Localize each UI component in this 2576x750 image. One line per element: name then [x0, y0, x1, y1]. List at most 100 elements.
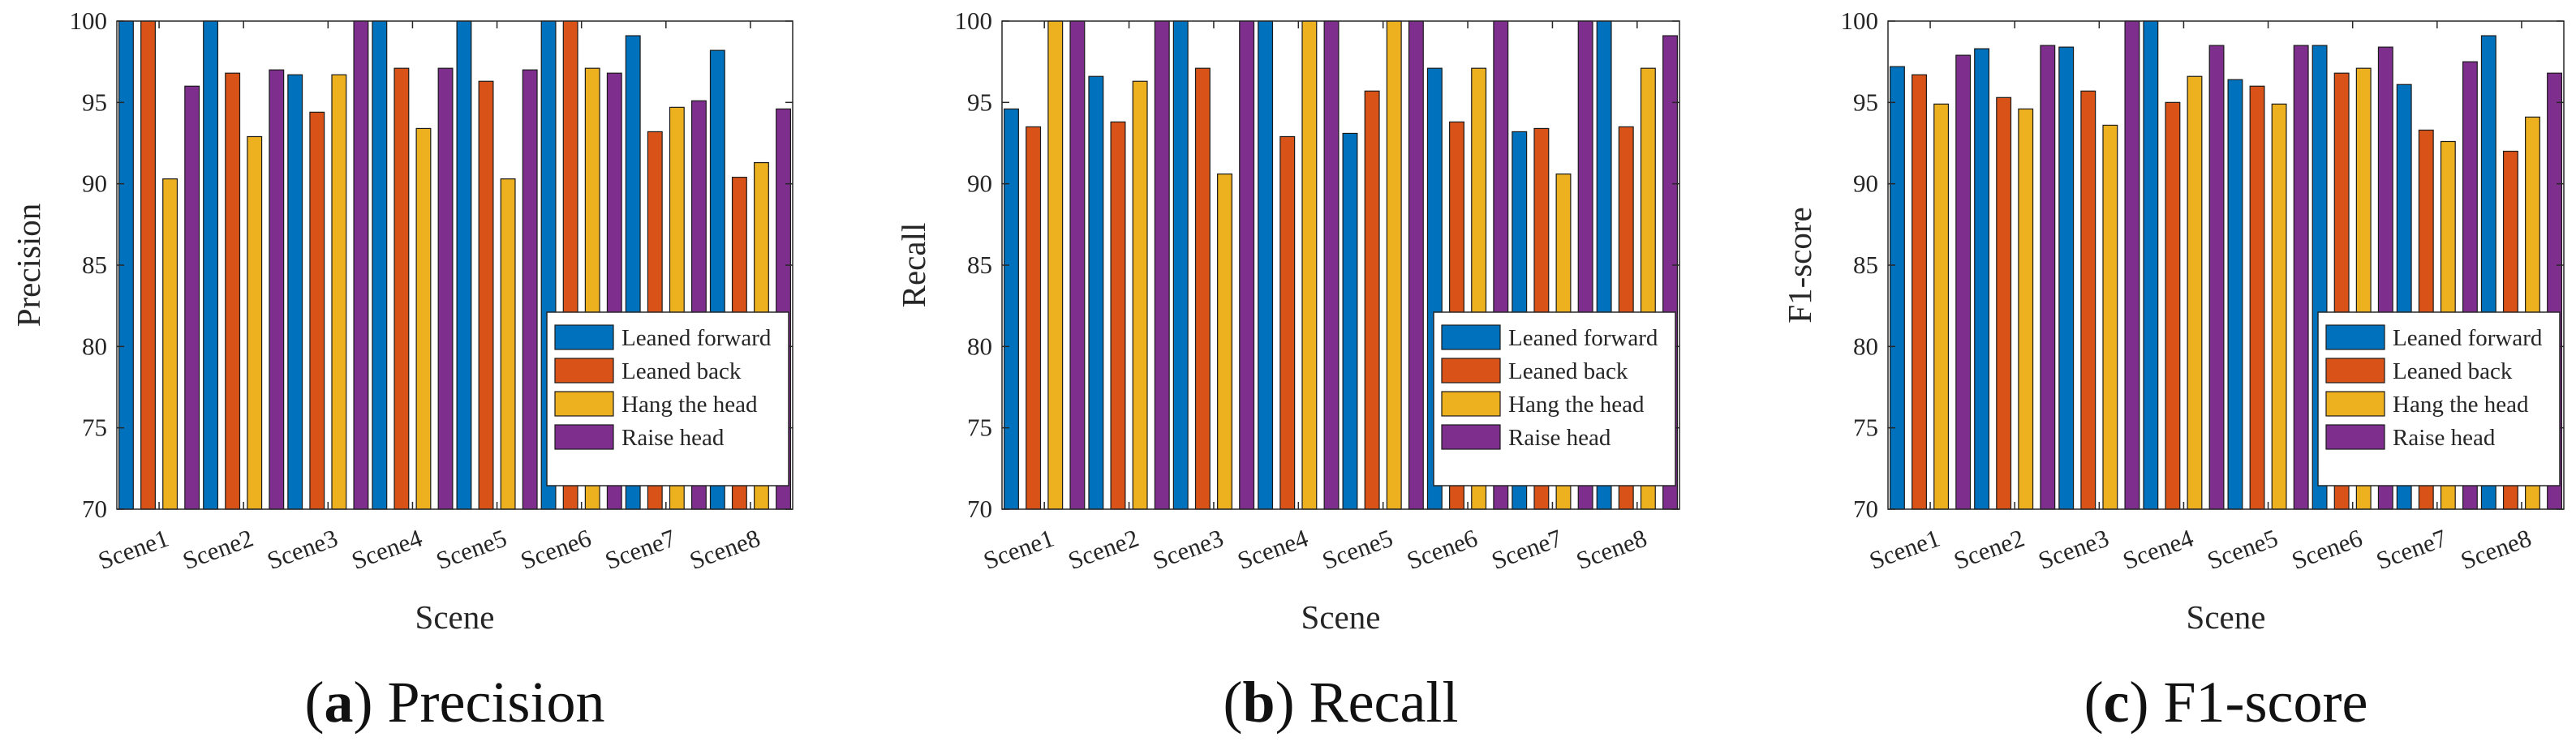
bar-c-series2-Scene4: [2165, 101, 2181, 510]
bar-b-series1-Scene5: [1342, 132, 1358, 510]
y-tick-label: 80: [82, 332, 107, 360]
bar-c-series1-Scene1: [1890, 66, 1905, 510]
bar-a-series4-Scene3: [353, 20, 369, 510]
bar-b-series4-Scene3: [1239, 20, 1255, 510]
y-tick-label: 95: [82, 88, 107, 116]
y-tick-label: 70: [1853, 495, 1878, 523]
bar-a-series2-Scene2: [225, 72, 241, 510]
legend-swatch-3: [1441, 391, 1501, 417]
bar-a-series3-Scene1: [162, 178, 178, 510]
bar-b-series2-Scene1: [1026, 126, 1042, 510]
bar-a-series2-Scene3: [309, 111, 325, 510]
y-tick-label: 95: [1853, 88, 1878, 116]
y-tick-label: 75: [967, 414, 992, 442]
legend-label-2: Leaned back: [2393, 358, 2513, 384]
bar-b-series4-Scene2: [1154, 20, 1170, 510]
bar-b-series2-Scene3: [1194, 67, 1211, 510]
bar-b-series3-Scene2: [1132, 80, 1148, 510]
bar-a-series1-Scene3: [287, 74, 303, 510]
legend-label-4: Raise head: [2393, 425, 2496, 451]
bar-b-series3-Scene5: [1386, 20, 1402, 510]
y-tick-label: 90: [82, 169, 107, 198]
bar-c-series1-Scene2: [1974, 48, 1990, 510]
legend-swatch-4: [554, 424, 614, 450]
bar-c-series4-Scene3: [2124, 20, 2140, 510]
legend-swatch-1: [2325, 324, 2385, 350]
legend: Leaned forward Leaned back Hang the head Ra…: [2317, 311, 2561, 486]
bar-c-series2-Scene2: [1996, 96, 2012, 510]
bar-a-series2-Scene1: [140, 20, 156, 510]
bar-c-series2-Scene5: [2249, 85, 2265, 510]
bar-c-series1-Scene5: [2227, 79, 2243, 510]
bar-a-series3-Scene5: [500, 178, 516, 510]
legend-label-2: Leaned back: [1508, 358, 1628, 384]
bar-a-series4-Scene1: [184, 85, 200, 510]
x-axis-label: Scene: [1301, 598, 1381, 636]
bar-b-series1-Scene2: [1088, 75, 1104, 510]
bar-b-series4-Scene1: [1069, 20, 1086, 510]
legend-swatch-2: [1441, 358, 1501, 384]
bar-c-series3-Scene2: [2018, 108, 2034, 510]
legend-swatch-2: [554, 358, 614, 384]
bar-c-series4-Scene2: [2040, 45, 2056, 510]
y-tick-label: 100: [70, 6, 108, 35]
y-axis-label: F1-score: [1781, 207, 1818, 323]
bar-a-series4-Scene2: [269, 69, 285, 510]
bar-c-series3-Scene5: [2271, 103, 2287, 510]
bar-c-series2-Scene3: [2080, 90, 2096, 510]
bar-c-series3-Scene1: [1933, 103, 1950, 510]
y-tick-label: 85: [82, 251, 107, 279]
bar-b-series2-Scene5: [1364, 90, 1380, 510]
legend: Leaned forward Leaned back Hang the head Ra…: [1433, 311, 1676, 486]
legend-label-1: Leaned forward: [2393, 325, 2543, 351]
bar-c-series4-Scene5: [2293, 45, 2309, 510]
bar-c-series1-Scene3: [2058, 46, 2075, 510]
bar-a-series2-Scene4: [393, 67, 410, 510]
bar-b-series3-Scene3: [1217, 174, 1232, 510]
y-axis-label: Precision: [10, 204, 47, 328]
caption: (b) Recall: [1223, 670, 1459, 735]
legend-swatch-1: [1441, 324, 1501, 350]
bar-b-series1-Scene4: [1258, 20, 1274, 510]
bar-b-series4-Scene4: [1323, 20, 1340, 510]
legend-label-3: Hang the head: [621, 392, 758, 418]
bar-a-series1-Scene2: [203, 20, 219, 510]
bar-a-series4-Scene4: [437, 67, 454, 510]
x-axis-label: Scene: [2187, 598, 2266, 636]
legend-swatch-3: [554, 391, 614, 417]
legend: Leaned forward Leaned back Hang the head Ra…: [546, 311, 789, 486]
bar-a-series4-Scene5: [522, 69, 538, 510]
bar-a-series1-Scene5: [456, 20, 472, 510]
y-tick-label: 80: [1853, 332, 1878, 360]
x-axis-label: Scene: [415, 598, 495, 636]
bar-a-series3-Scene4: [415, 127, 432, 510]
y-axis-label: Recall: [895, 223, 932, 308]
legend-swatch-3: [2325, 391, 2385, 417]
caption: (a) Precision: [305, 670, 605, 735]
legend-swatch-2: [2325, 358, 2385, 384]
legend-label-1: Leaned forward: [621, 325, 772, 351]
bar-b-series2-Scene4: [1279, 135, 1296, 510]
bar-b-series3-Scene1: [1047, 20, 1064, 510]
bar-c-series4-Scene1: [1955, 54, 1972, 510]
legend-label-4: Raise head: [621, 425, 725, 451]
bar-a-series2-Scene5: [478, 80, 494, 510]
bar-b-series4-Scene5: [1408, 20, 1424, 510]
y-tick-label: 75: [1853, 414, 1878, 442]
y-tick-label: 100: [1841, 6, 1879, 35]
legend-label-1: Leaned forward: [1508, 325, 1658, 351]
legend-label-4: Raise head: [1508, 425, 1611, 451]
y-tick-label: 90: [967, 169, 992, 198]
bar-a-series1-Scene4: [372, 20, 388, 510]
y-tick-label: 85: [1853, 251, 1878, 279]
legend-label-3: Hang the head: [1508, 392, 1645, 418]
legend-swatch-4: [1441, 424, 1501, 450]
bar-c-series1-Scene4: [2143, 20, 2159, 510]
bar-a-series3-Scene2: [247, 135, 263, 510]
y-tick-label: 80: [967, 332, 992, 360]
legend-swatch-4: [2325, 424, 2385, 450]
